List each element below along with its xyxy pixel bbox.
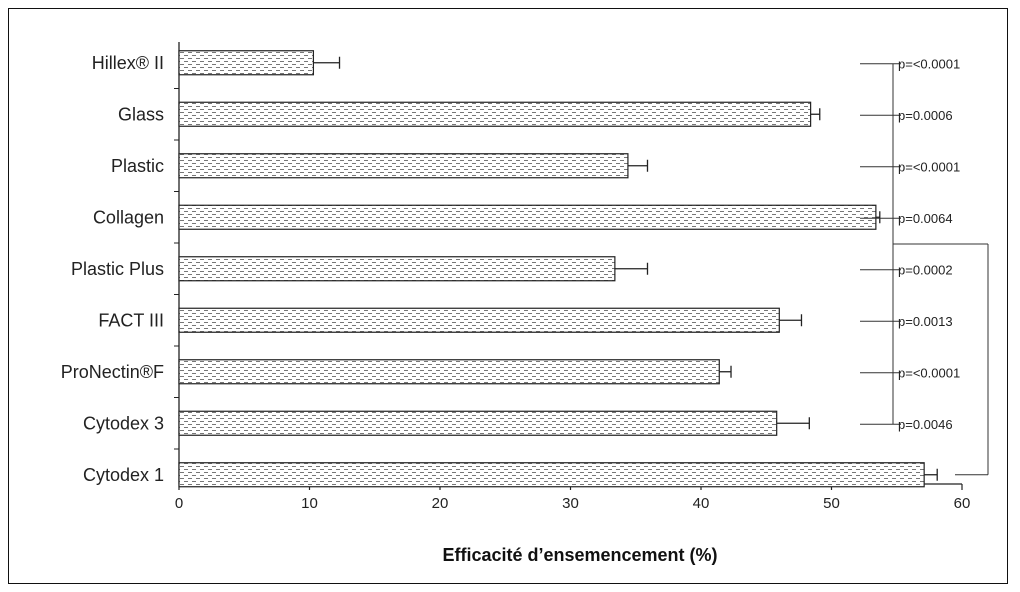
category-label: Cytodex 3 <box>83 413 164 433</box>
labels-group: 0 10 20 30 40 50 60 Hillex® II Glass Plastic Colla… <box>61 53 971 512</box>
x-tick-label: 10 <box>301 495 318 512</box>
p-value-label: p=0.0013 <box>898 314 953 329</box>
significance-brackets-group <box>860 63 989 476</box>
p-value-label: p=<0.0001 <box>898 56 960 71</box>
bar <box>178 101 812 127</box>
bar <box>178 462 925 488</box>
bar <box>178 256 616 282</box>
x-tick-label: 30 <box>562 495 579 512</box>
x-tick-label: 60 <box>954 495 971 512</box>
p-value-label: p=0.0002 <box>898 262 953 277</box>
bar <box>178 50 315 76</box>
p-value-label: p=0.0006 <box>898 108 953 123</box>
bar <box>178 307 780 333</box>
p-value-label: p=0.0046 <box>898 417 953 432</box>
category-label: Plastic Plus <box>71 259 164 279</box>
p-value-label: p=<0.0001 <box>898 365 960 380</box>
bar <box>178 410 778 436</box>
bar <box>178 204 877 230</box>
bars-group <box>178 50 938 488</box>
category-label: FACT III <box>98 310 164 330</box>
bar <box>178 359 720 385</box>
category-label: ProNectin®F <box>61 362 164 382</box>
category-label: Glass <box>118 104 164 124</box>
bar <box>178 153 629 179</box>
category-label: Hillex® II <box>92 53 164 73</box>
x-tick-label: 40 <box>693 495 710 512</box>
x-tick-label: 0 <box>175 495 183 512</box>
x-axis-title: Efficacité d’ensemencement (%) <box>442 545 717 565</box>
category-label: Cytodex 1 <box>83 465 164 485</box>
p-value-label: p=<0.0001 <box>898 159 960 174</box>
category-label: Plastic <box>111 156 164 176</box>
x-tick-label: 20 <box>432 495 449 512</box>
p-value-label: p=0.0064 <box>898 211 953 226</box>
category-label: Collagen <box>93 207 164 227</box>
x-tick-label: 50 <box>823 495 840 512</box>
